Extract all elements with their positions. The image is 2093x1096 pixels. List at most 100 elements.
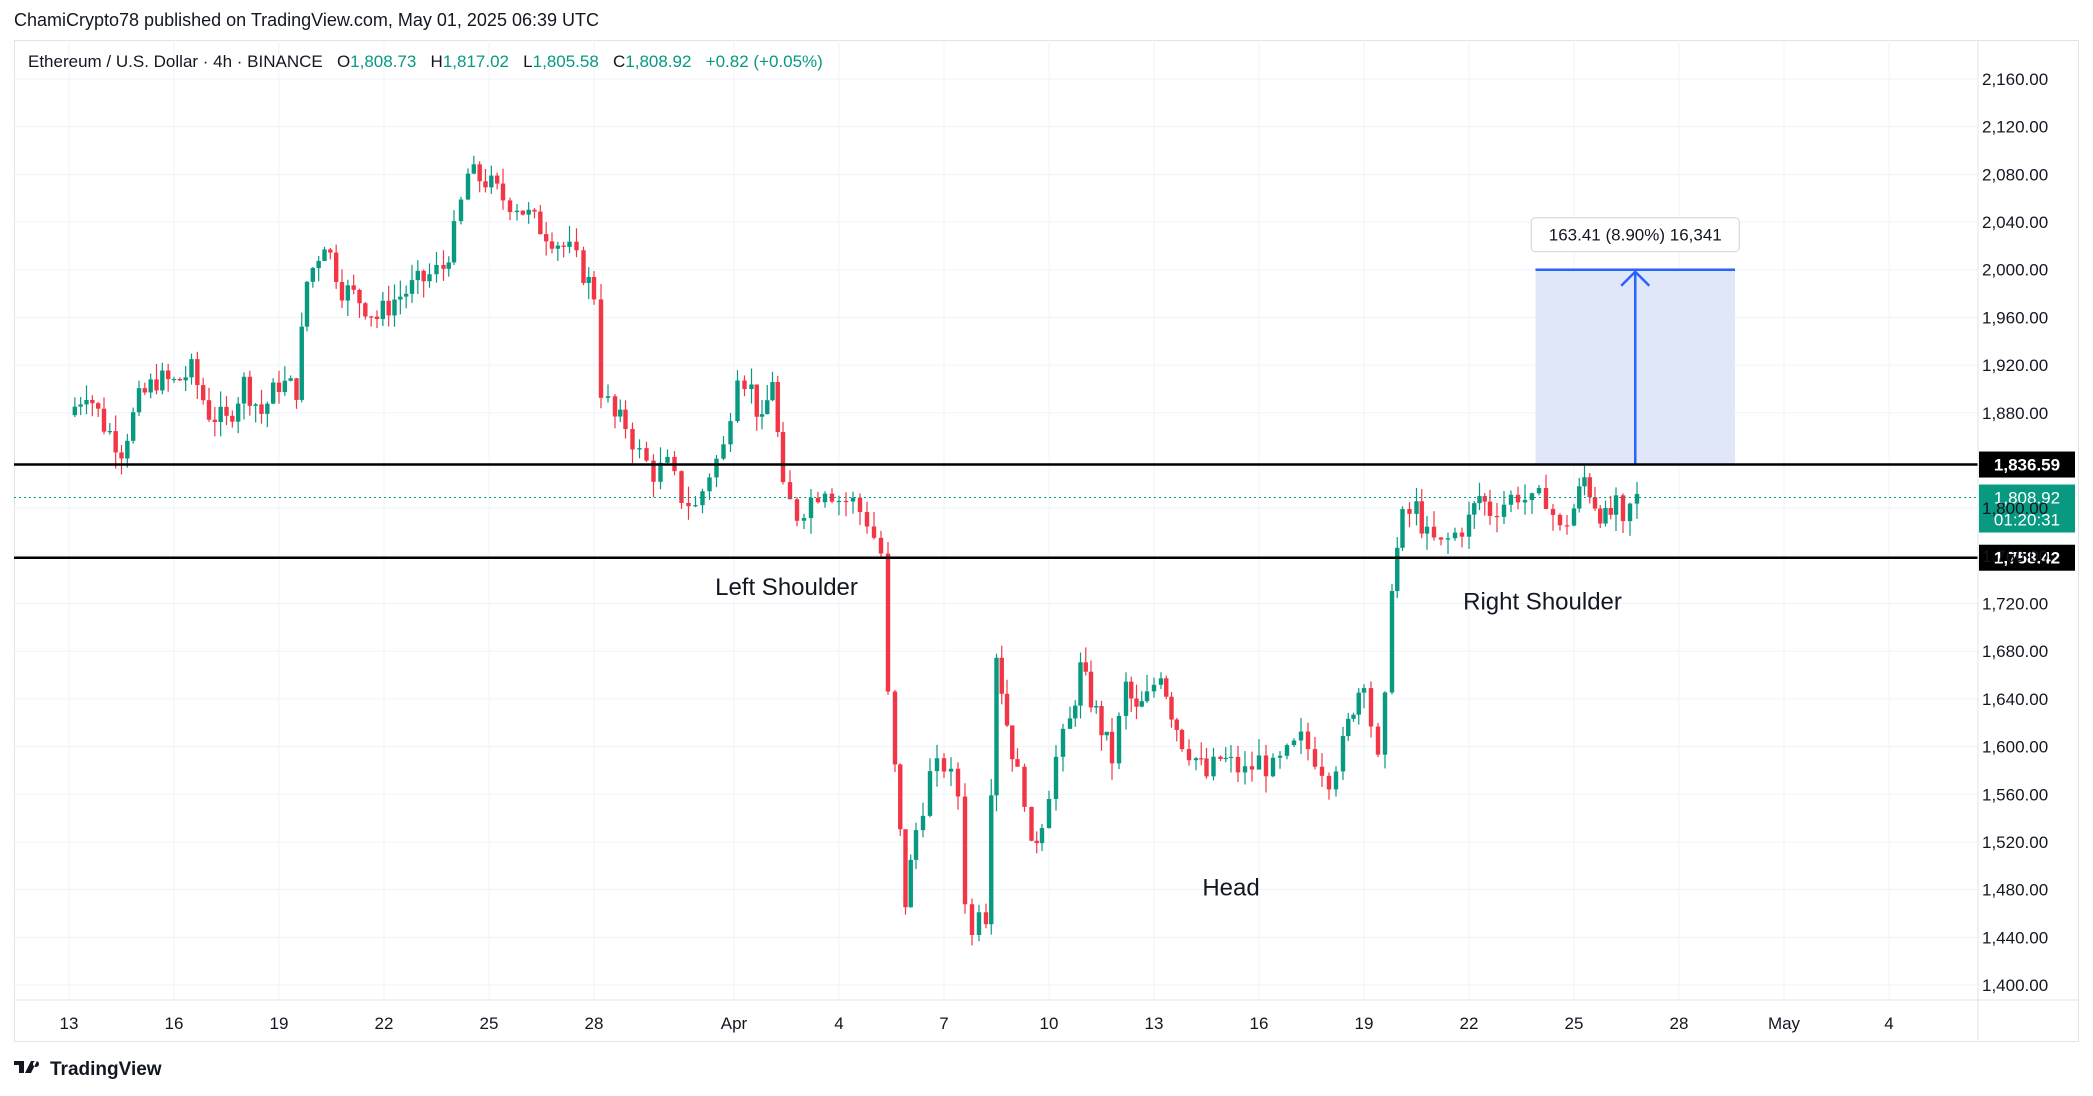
candle-up	[84, 400, 89, 405]
x-tick-label: 13	[1145, 1014, 1164, 1033]
candle-down	[598, 299, 604, 398]
candle-up	[1536, 487, 1542, 494]
candle-up	[1284, 745, 1290, 756]
candle-up	[728, 421, 733, 445]
candle-down	[1015, 759, 1020, 767]
candle-up	[770, 382, 775, 401]
candle-down	[1129, 681, 1134, 699]
open-label: O	[336, 52, 351, 71]
candle-up	[380, 300, 386, 320]
candle-up	[72, 406, 78, 416]
candle-down	[843, 500, 849, 503]
candle-up	[310, 268, 316, 282]
candle-down	[1263, 755, 1269, 777]
candle-down	[983, 912, 989, 925]
candle-up	[808, 497, 814, 518]
candle-up	[693, 505, 698, 507]
candle-up	[1223, 757, 1228, 760]
candle-up	[1151, 684, 1157, 692]
candle-down	[386, 300, 391, 316]
candle-down	[1487, 501, 1493, 516]
levels-layer: 1,808.92 01:20:31 1,836.59 1,758.42	[14, 451, 2075, 571]
y-tick-label: 1,520.00	[1982, 833, 2048, 852]
y-tick-label: 1,720.00	[1982, 595, 2048, 614]
tradingview-logo[interactable]: TradingView	[14, 1058, 162, 1081]
candle-down	[1407, 509, 1412, 514]
candle-down	[999, 657, 1004, 694]
change-value: +0.82 (+0.05%)	[705, 52, 823, 71]
candle-up	[299, 326, 304, 400]
candle-down	[421, 270, 426, 282]
candle-up	[1613, 495, 1619, 515]
candle-up	[265, 403, 270, 414]
candle-up	[1067, 718, 1073, 729]
candle-up	[189, 359, 194, 378]
candle-up	[489, 175, 494, 188]
level-price-label: 1,758.42	[1994, 549, 2060, 568]
candle-up	[1603, 507, 1608, 524]
candle-down	[794, 499, 800, 521]
x-tick-label: 28	[585, 1014, 604, 1033]
candle-up	[183, 377, 188, 381]
x-tick-label: May	[1768, 1014, 1801, 1033]
candle-up	[458, 199, 464, 222]
candle-down	[574, 241, 579, 251]
candle-up	[78, 404, 83, 407]
candle-up	[637, 448, 642, 450]
candle-up	[714, 458, 719, 478]
candle-down	[1083, 662, 1088, 672]
candle-up	[1414, 501, 1419, 514]
candle-up	[927, 771, 933, 816]
candle-down	[1550, 508, 1556, 515]
candle-up	[1144, 691, 1150, 702]
candle-down	[885, 553, 891, 692]
y-tick-label: 1,760.00	[1982, 547, 2048, 566]
candle-up	[989, 795, 994, 925]
candle-down	[630, 429, 635, 450]
y-tick-label: 2,120.00	[1982, 118, 2048, 137]
candle-up	[836, 500, 842, 503]
pattern-annotation: Head	[1202, 875, 1259, 902]
candle-down	[224, 406, 229, 416]
candle-up	[1116, 715, 1122, 764]
candle-down	[1169, 696, 1174, 720]
candle-up	[1529, 493, 1535, 501]
close-label: C	[613, 52, 626, 71]
candle-up	[288, 378, 293, 381]
x-tick-label: 25	[1565, 1014, 1584, 1033]
candle-up	[1452, 532, 1458, 539]
x-tick-label: 25	[480, 1014, 499, 1033]
price-chart[interactable]: 163.41 (8.90%) 16,341 1,808.9201:20:311,…	[0, 0, 2093, 1050]
candle-down	[543, 234, 549, 242]
candle-up	[913, 830, 919, 860]
publisher-line: ChamiCrypto78 published on TradingView.c…	[14, 10, 599, 30]
candle-down	[351, 285, 356, 290]
candle-up	[316, 260, 321, 269]
candle-down	[95, 403, 101, 409]
candle-up	[1501, 504, 1507, 517]
candle-up	[1078, 662, 1083, 706]
low-value: 1,805.58	[532, 52, 599, 71]
candle-down	[1592, 497, 1598, 509]
x-tick-label: 10	[1040, 1014, 1059, 1033]
candle-down	[857, 497, 863, 513]
candle-up	[241, 376, 247, 404]
candle-down	[477, 164, 482, 182]
tradingview-logo-icon	[14, 1058, 44, 1081]
candle-down	[1099, 706, 1104, 736]
chart-frame[interactable]	[14, 40, 2079, 1042]
x-tick-label: 4	[834, 1014, 843, 1033]
candle-up	[148, 379, 153, 393]
candle-down	[651, 460, 656, 482]
candle-down	[1419, 501, 1424, 534]
candle-down	[829, 493, 835, 502]
candle-up	[1242, 766, 1248, 773]
candle-up	[1445, 538, 1451, 540]
candle-down	[1431, 526, 1437, 538]
y-tick-label: 2,160.00	[1982, 70, 2048, 89]
candle-down	[612, 396, 618, 417]
candle-up	[322, 249, 327, 261]
candle-down	[1305, 731, 1311, 750]
open-value: 1,808.73	[350, 52, 417, 71]
candle-up	[514, 210, 520, 213]
